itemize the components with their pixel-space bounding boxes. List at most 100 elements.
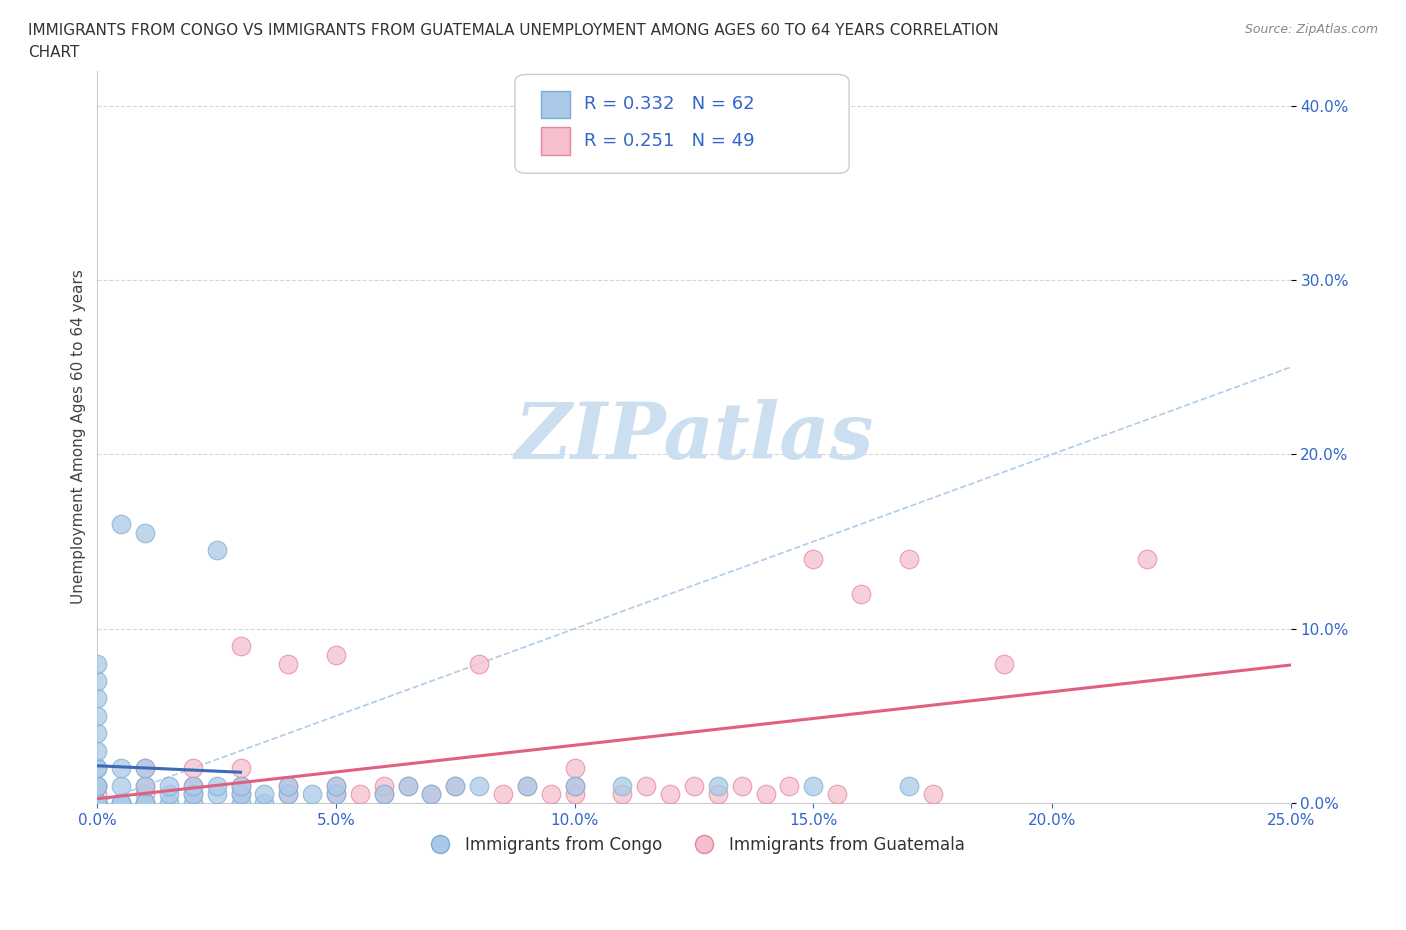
Point [110,796,132,811]
Point [86,796,108,811]
Point [468,657,491,671]
Point [636,778,658,793]
Point [205,543,228,558]
Point [110,778,132,793]
Point [181,761,204,776]
Point [277,787,299,802]
Point [86,796,108,811]
Point [86,796,108,811]
Point [253,787,276,802]
Point [86,743,108,758]
Point [181,796,204,811]
Point [731,778,754,793]
Point [564,787,586,802]
Point [755,787,778,802]
Point [349,787,371,802]
Point [134,796,156,811]
Point [86,761,108,776]
Point [897,551,920,566]
Point [157,787,180,802]
Point [86,796,108,811]
Point [277,787,299,802]
Point [86,796,108,811]
Text: R = 0.332   N = 62: R = 0.332 N = 62 [585,96,755,113]
Point [849,587,872,602]
Point [659,787,682,802]
Point [492,787,515,802]
Point [86,691,108,706]
Point [396,778,419,793]
Point [277,778,299,793]
Point [110,796,132,811]
Point [325,647,347,662]
Point [444,778,467,793]
Point [253,796,276,811]
Point [612,787,634,802]
Point [993,657,1015,671]
Point [157,778,180,793]
Point [86,778,108,793]
Point [707,778,730,793]
Point [277,657,299,671]
Point [325,778,347,793]
FancyBboxPatch shape [541,127,569,155]
Point [157,796,180,811]
Point [516,778,538,793]
Legend: Immigrants from Congo, Immigrants from Guatemala: Immigrants from Congo, Immigrants from G… [416,830,972,860]
Point [801,551,824,566]
Point [181,787,204,802]
Point [134,525,156,540]
Point [86,726,108,741]
Point [86,796,108,811]
Point [205,778,228,793]
Point [897,778,920,793]
Point [205,787,228,802]
Point [564,778,586,793]
Point [86,761,108,776]
Text: Source: ZipAtlas.com: Source: ZipAtlas.com [1244,23,1378,36]
FancyBboxPatch shape [515,74,849,173]
Y-axis label: Unemployment Among Ages 60 to 64 years: Unemployment Among Ages 60 to 64 years [72,270,86,604]
Point [229,761,252,776]
Point [540,787,562,802]
Point [134,761,156,776]
Point [86,796,108,811]
Point [134,787,156,802]
Point [301,787,323,802]
Point [277,778,299,793]
Point [325,778,347,793]
Point [683,778,706,793]
Point [229,787,252,802]
Point [825,787,848,802]
Point [86,796,108,811]
Point [181,787,204,802]
Point [373,787,395,802]
Point [134,796,156,811]
Point [181,778,204,793]
Point [86,796,108,811]
Point [86,778,108,793]
Point [86,796,108,811]
Point [444,778,467,793]
Point [86,673,108,688]
Point [420,787,443,802]
Point [1136,551,1159,566]
Point [564,778,586,793]
Text: CHART: CHART [28,45,80,60]
Point [86,657,108,671]
Point [468,778,491,793]
Point [420,787,443,802]
Point [86,778,108,793]
Point [110,796,132,811]
Point [778,778,800,793]
Point [612,778,634,793]
Point [516,778,538,793]
Text: IMMIGRANTS FROM CONGO VS IMMIGRANTS FROM GUATEMALA UNEMPLOYMENT AMONG AGES 60 TO: IMMIGRANTS FROM CONGO VS IMMIGRANTS FROM… [28,23,998,38]
Point [229,787,252,802]
Point [707,787,730,802]
Point [396,778,419,793]
Point [564,761,586,776]
Point [373,778,395,793]
Point [134,761,156,776]
Point [134,796,156,811]
